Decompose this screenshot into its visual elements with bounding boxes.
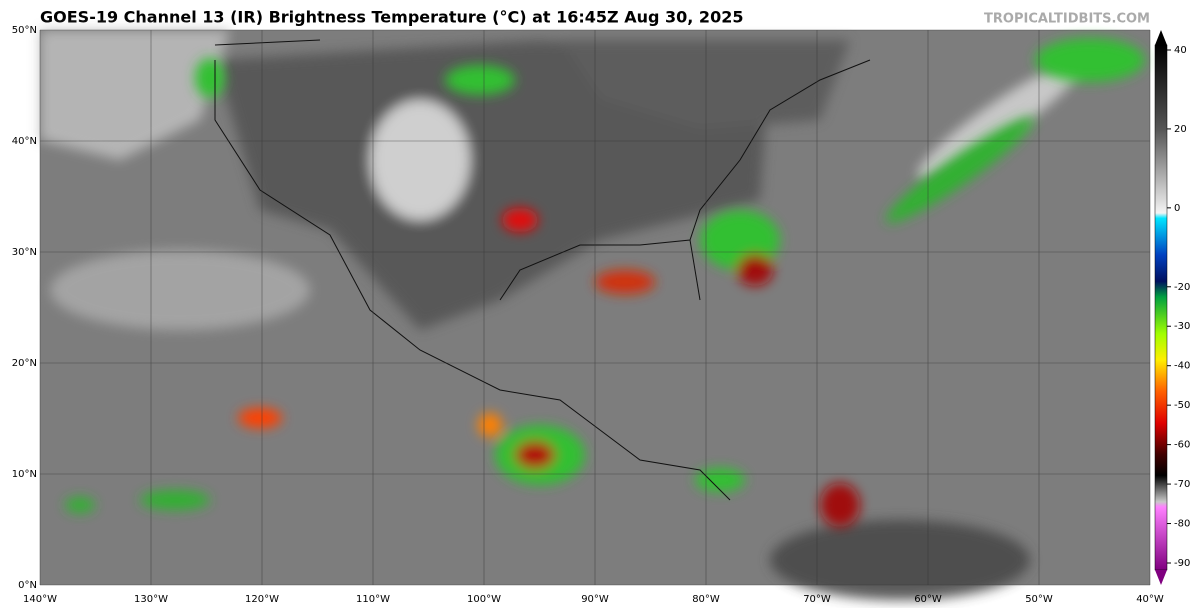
- lat-label: 50°N: [12, 25, 37, 36]
- colorbar-label: -30: [1174, 321, 1190, 332]
- colorbar-label: -90: [1174, 558, 1190, 569]
- lat-label: 0°N: [18, 580, 37, 591]
- colorbar-label: 20: [1174, 124, 1187, 135]
- credit: TROPICALTIDBITS.COM: [984, 12, 1150, 27]
- satellite-image: [39, 29, 1151, 600]
- lon-label: 90°W: [581, 594, 609, 605]
- colorbar-label: -80: [1174, 519, 1190, 530]
- lon-label: 50°W: [1025, 594, 1053, 605]
- lon-label: 40°W: [1136, 594, 1164, 605]
- lat-label: 30°N: [12, 247, 37, 258]
- colorbar-label: 40: [1174, 45, 1187, 56]
- title: GOES-19 Channel 13 (IR) Brightness Tempe…: [40, 8, 743, 27]
- lon-label: 100°W: [467, 594, 501, 605]
- lat-label: 40°N: [12, 136, 37, 147]
- lon-label: 110°W: [356, 594, 390, 605]
- lon-label: 130°W: [134, 594, 168, 605]
- colorbar-label: -20: [1174, 282, 1190, 293]
- colorbar-label: -70: [1174, 479, 1190, 490]
- lon-label: 60°W: [914, 594, 942, 605]
- colorbar-label: -60: [1174, 440, 1190, 451]
- colorbar-label: 0: [1174, 203, 1180, 214]
- colorbar-label: -50: [1174, 400, 1190, 411]
- colorbar: [1154, 30, 1168, 585]
- lat-label: 20°N: [12, 358, 37, 369]
- lon-label: 80°W: [692, 594, 720, 605]
- colorbar-label: -40: [1174, 361, 1190, 372]
- lon-label: 70°W: [803, 594, 831, 605]
- lon-label: 120°W: [245, 594, 279, 605]
- lon-label: 140°W: [23, 594, 57, 605]
- lat-label: 10°N: [12, 469, 37, 480]
